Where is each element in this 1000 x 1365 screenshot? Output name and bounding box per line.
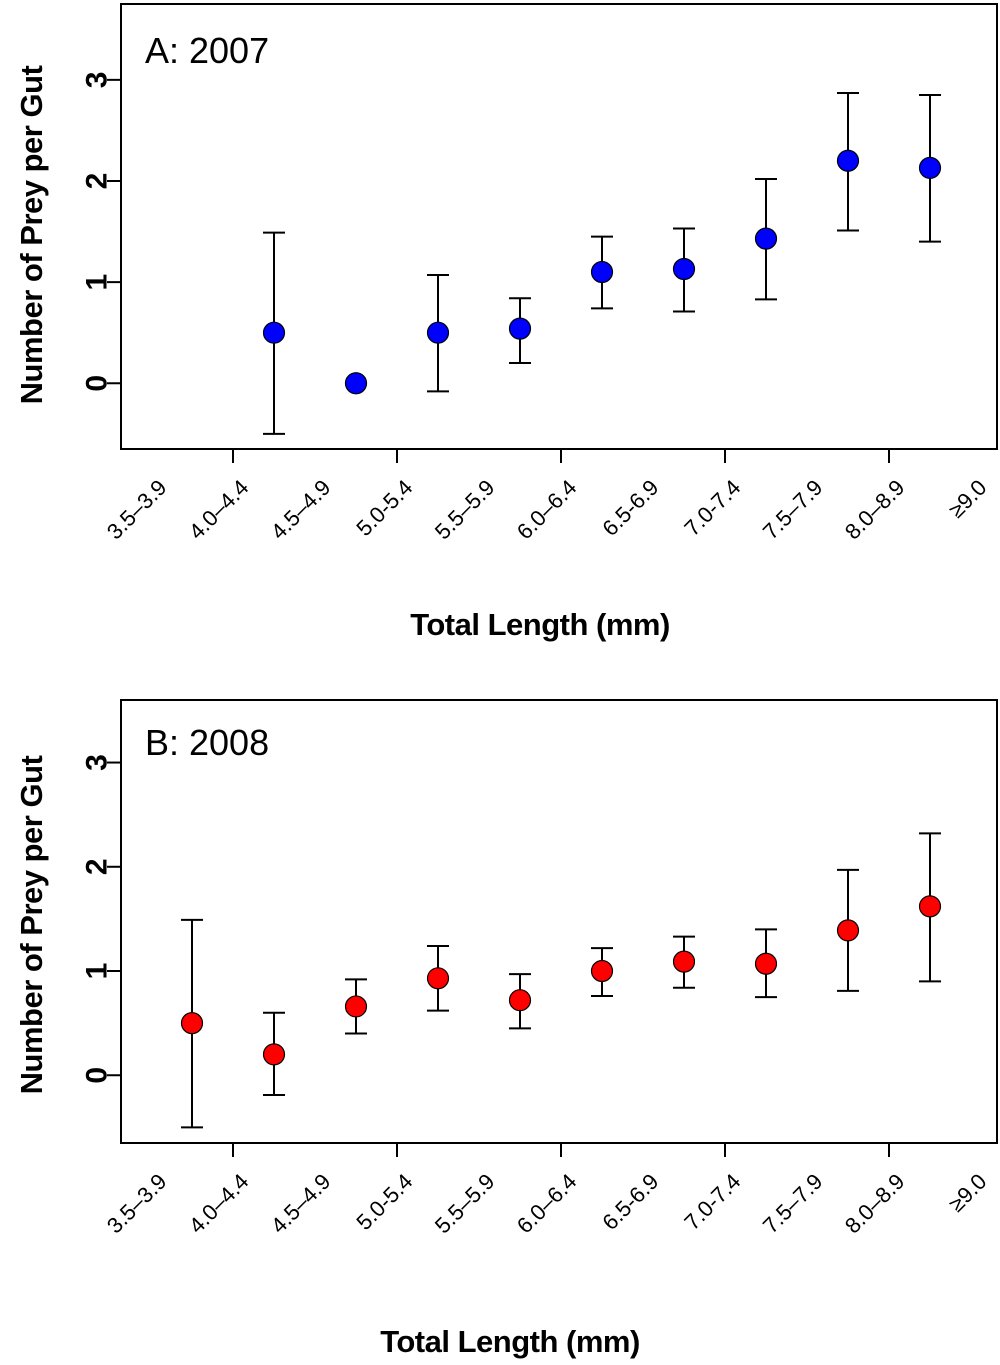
data-point: [262, 321, 286, 344]
x-tick-label-b: 5.0-5.4: [351, 1169, 417, 1235]
x-tick-label-a: 4.0–4.4: [184, 475, 254, 545]
x-tick-label-a: 4.5–4.9: [266, 475, 336, 545]
x-tick-label-b: 4.0–4.4: [184, 1169, 254, 1239]
x-tick-label-a: 8.0–8.9: [840, 475, 910, 545]
panel-title-b: B: 2008: [145, 722, 269, 763]
y-axis-b: 0 1 2 3: [81, 754, 121, 1084]
data-point: [426, 321, 450, 344]
x-tick-label-a: 7.0-7.4: [679, 475, 745, 541]
x-tick-label-a: 5.0-5.4: [351, 475, 417, 541]
data-point: [344, 995, 368, 1018]
panel-b: B: 2008 0 1 2 3 3.5–3.9 4.0–4.4 4.5–4.9 5.0-5.…: [14, 699, 998, 1359]
series-b: [180, 832, 942, 1129]
data-point: [754, 227, 778, 250]
data-point: [672, 950, 696, 973]
data-point: [754, 952, 778, 975]
x-tick-label-b: 5.5–5.9: [430, 1169, 500, 1239]
y-tick-label-a: 1: [81, 274, 114, 291]
y-tick-label-b: 3: [81, 754, 114, 771]
data-point: [590, 959, 614, 983]
x-tick-label-b: 7.5–7.9: [758, 1169, 828, 1239]
x-tick-label-a: 6.0–6.4: [512, 475, 582, 545]
x-axis-b: 3.5–3.9 4.0–4.4 4.5–4.9 5.0-5.4 5.5–5.9 6.0–6…: [102, 1143, 992, 1239]
y-tick-label-a: 0: [81, 375, 114, 392]
plot-frame-a: [120, 3, 998, 450]
data-point: [918, 156, 942, 179]
x-tick-label-b: 6.0–6.4: [512, 1169, 582, 1239]
y-axis-label-b: Number of Prey per Gut: [14, 755, 49, 1094]
y-tick-label-a: 3: [81, 72, 114, 89]
y-axis-label-a: Number of Prey per Gut: [14, 65, 49, 404]
plot-frame-b: [120, 699, 998, 1144]
data-point: [918, 895, 942, 918]
panel-a: A: 2007 0 1 2 3 3.5–3.9 4.0–4.4 4.5–4.9 5.0-5.…: [14, 3, 998, 642]
panel-title-a: A: 2007: [145, 30, 269, 71]
x-axis-a: 3.5–3.9 4.0–4.4 4.5–4.9 5.0-5.4 5.5–5.9 6.0–6…: [102, 449, 992, 545]
x-tick-label-a: 3.5–3.9: [102, 475, 172, 545]
x-tick-label-b: 7.0-7.4: [679, 1169, 745, 1235]
data-point: [508, 989, 532, 1012]
x-tick-label-b: ≥9.0: [944, 1169, 992, 1217]
x-tick-label-a: 5.5–5.9: [430, 475, 500, 545]
series-a: [262, 92, 942, 435]
x-tick-label-b: 6.5-6.9: [597, 1169, 663, 1235]
x-tick-label-a: ≥9.0: [944, 475, 992, 523]
data-point: [672, 257, 696, 281]
y-axis-a: 0 1 2 3: [81, 72, 121, 392]
x-tick-label-a: 7.5–7.9: [758, 475, 828, 545]
data-point: [590, 260, 614, 284]
x-axis-label-a: Total Length (mm): [410, 607, 670, 642]
data-point: [180, 1012, 204, 1035]
data-point: [344, 372, 368, 395]
data-point: [836, 919, 860, 942]
data-point: [508, 317, 532, 340]
data-point: [836, 149, 860, 172]
x-tick-label-b: 3.5–3.9: [102, 1169, 172, 1239]
data-point: [426, 967, 450, 990]
x-axis-label-b: Total Length (mm): [380, 1324, 640, 1359]
y-tick-label-b: 1: [81, 963, 114, 980]
y-tick-label-b: 0: [81, 1067, 114, 1084]
y-tick-label-a: 2: [81, 173, 114, 190]
y-tick-label-b: 2: [81, 858, 114, 875]
x-tick-label-b: 8.0–8.9: [840, 1169, 910, 1239]
x-tick-label-a: 6.5-6.9: [597, 475, 663, 541]
data-point: [262, 1043, 286, 1066]
x-tick-label-b: 4.5–4.9: [266, 1169, 336, 1239]
